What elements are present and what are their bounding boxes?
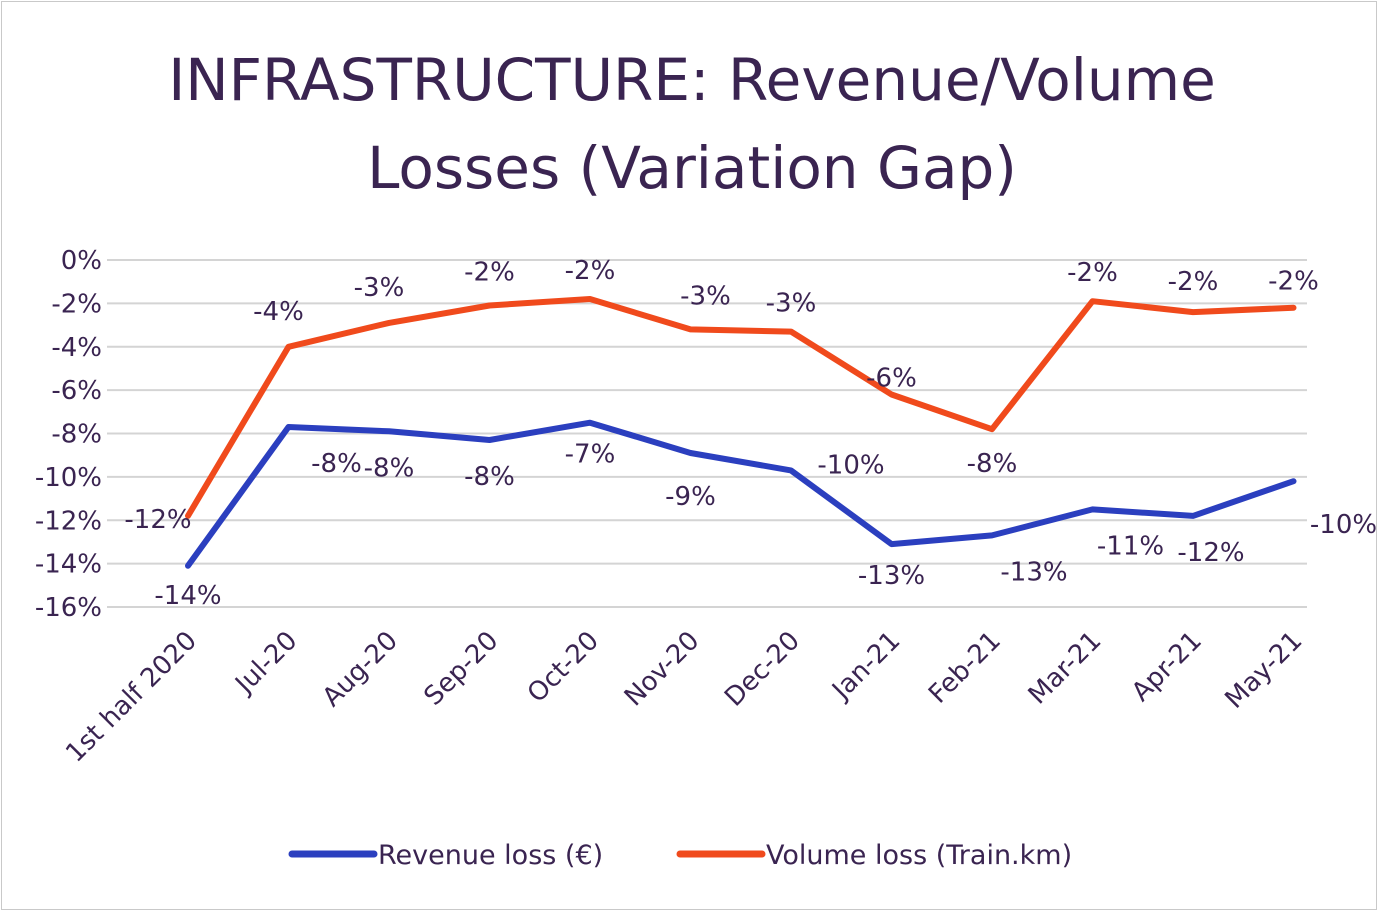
data-label: -6%	[866, 363, 917, 393]
y-axis-ticks: 0% -2% -4% -6% -8% -10% -12% -14% -16%	[35, 246, 102, 623]
data-label: -14%	[154, 581, 221, 611]
y-tick-label: -8%	[51, 420, 102, 450]
data-label: -3%	[766, 289, 817, 319]
data-label: -8%	[311, 449, 362, 479]
data-label: -12%	[124, 505, 191, 535]
series-line-0	[185, 419, 1297, 569]
x-tick-label: Nov-20	[619, 626, 706, 713]
chart-title-line-2: Losses (Variation Gap)	[367, 134, 1017, 202]
x-tick-label: Feb-21	[923, 626, 1007, 710]
x-tick-label: 1st half 2020	[60, 626, 203, 769]
y-tick-label: -6%	[51, 376, 102, 406]
series-lines	[185, 296, 1297, 569]
data-label: -12%	[1177, 538, 1244, 568]
legend: Revenue loss (€) Volume loss (Train.km)	[288, 840, 1072, 871]
series-line-1	[185, 296, 1297, 519]
y-tick-label: -10%	[35, 463, 102, 493]
data-label: -7%	[565, 440, 616, 470]
data-label: -13%	[1000, 557, 1067, 587]
y-tick-label: -2%	[51, 289, 102, 319]
legend-label-volume: Volume loss (Train.km)	[766, 840, 1072, 871]
data-label: -8%	[364, 453, 415, 483]
data-label: -9%	[665, 482, 716, 512]
x-tick-label: Apr-21	[1126, 626, 1208, 708]
data-label: -2%	[1067, 258, 1118, 288]
data-label: -3%	[354, 273, 405, 303]
x-tick-label: Jan-21	[825, 626, 906, 707]
x-tick-label: Mar-21	[1023, 626, 1108, 711]
data-label: -13%	[858, 561, 925, 591]
y-tick-label: -12%	[35, 506, 102, 536]
data-label: -8%	[464, 462, 515, 492]
y-tick-label: -14%	[35, 550, 102, 580]
data-label: -4%	[253, 297, 304, 327]
chart-title-line-1: INFRASTRUCTURE: Revenue/Volume	[168, 46, 1216, 114]
data-label: -8%	[967, 449, 1018, 479]
y-tick-label: 0%	[61, 246, 102, 276]
x-tick-label: May-21	[1220, 626, 1309, 715]
x-tick-label: Dec-20	[719, 626, 806, 713]
data-label: -2%	[464, 258, 515, 288]
data-label: -10%	[1310, 510, 1377, 540]
x-tick-label: Aug-20	[317, 626, 404, 713]
x-axis-ticks: 1st half 2020 Jul-20 Aug-20 Sep-20 Oct-20 Nov…	[60, 626, 1308, 769]
x-tick-label: Jul-20	[229, 626, 304, 701]
y-tick-label: -16%	[35, 593, 102, 623]
data-label: -3%	[680, 281, 731, 311]
data-label: -11%	[1097, 531, 1164, 561]
legend-label-revenue: Revenue loss (€)	[378, 840, 603, 871]
data-labels: -14%-8% -8% -8%-7%-9%-10%-13% -13%-11% -12%-…	[124, 256, 1377, 611]
x-tick-label: Sep-20	[419, 626, 505, 712]
gridlines	[107, 259, 1307, 608]
data-label: -2%	[565, 256, 616, 286]
data-label: -10%	[817, 450, 884, 480]
x-tick-label: Oct-20	[522, 626, 605, 709]
y-tick-label: -4%	[51, 333, 102, 363]
data-label: -2%	[1268, 267, 1319, 297]
data-label: -2%	[1168, 267, 1219, 297]
